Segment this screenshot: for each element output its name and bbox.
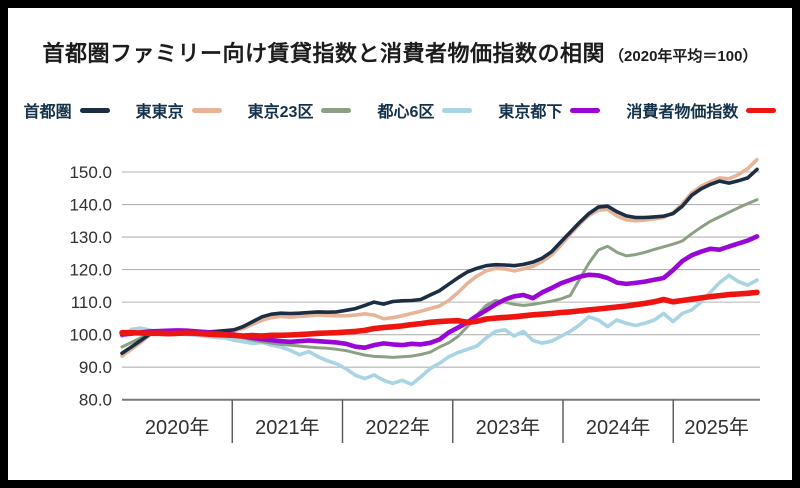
series-line-shutoken [120,167,759,356]
chart-legend: 首都圏 東東京 東京23区 都心6区 東京都下 消費者物価指数 [0,98,800,122]
y-tick-label: 100.0 [69,326,112,345]
x-year-label: 2025年 [684,416,749,439]
series-line-cpi [119,289,760,339]
legend-item-shutoken: 首都圏 [24,98,110,122]
x-year-label: 2023年 [476,416,541,439]
series-line-higashitokyo [120,157,759,358]
y-tick-label: 90.0 [79,358,112,377]
y-tick-label: 110.0 [71,293,112,312]
legend-item-tokyo23ku: 東京23区 [248,98,352,122]
legend-label-tokyo23ku: 東京23区 [247,104,314,121]
x-year-label: 2024年 [586,416,651,439]
chart-title-row: 首都圏ファミリー向け賃貸指数と消費者物価指数の相関 （2020年平均＝100） [0,36,800,68]
x-year-label: 2020年 [145,416,210,439]
series-lines [119,157,760,387]
chart-title-note: （2020年平均＝100） [609,48,758,65]
y-tick-label: 140.0 [69,196,112,215]
y-tick-label: 120.0 [69,261,112,280]
gridlines [122,171,760,401]
legend-item-toshin6ku: 都心6区 [377,98,473,122]
legend-swatch-cpi [746,107,777,113]
chart-title: 首都圏ファミリー向け賃貸指数と消費者物価指数の相関 [42,41,606,66]
x-year-label: 2022年 [365,416,430,439]
x-axis: 2020年 2021年 2022年 2023年 2024年 2025年 [145,399,749,443]
x-year-label: 2021年 [255,416,320,439]
chart-card [8,8,792,480]
legend-swatch-tokyotoka [570,107,601,113]
legend-item-cpi: 消費者物価指数 [626,98,777,122]
legend-swatch-toshin6ku [442,107,473,113]
y-tick-label: 80.0 [79,391,112,410]
legend-swatch-higashitokyo [191,107,222,113]
y-tick-label: 130.0 [69,228,112,247]
y-tick-label: 150.0 [69,163,112,182]
legend-label-tokyotoka: 東京都下 [498,104,563,121]
legend-item-tokyotoka: 東京都下 [498,98,601,122]
legend-label-shutoken: 首都圏 [23,104,72,121]
legend-swatch-shutoken [79,107,110,113]
legend-label-cpi: 消費者物価指数 [626,104,739,121]
series-line-toshin6ku [120,273,759,387]
legend-swatch-tokyo23ku [321,107,352,113]
legend-label-toshin6ku: 都心6区 [377,104,435,121]
y-axis-labels: 80.0 90.0 100.0 110.0 120.0 130.0 140.0 150.0 [69,163,112,410]
legend-label-higashitokyo: 東東京 [135,104,184,121]
legend-item-higashitokyo: 東東京 [136,98,222,122]
